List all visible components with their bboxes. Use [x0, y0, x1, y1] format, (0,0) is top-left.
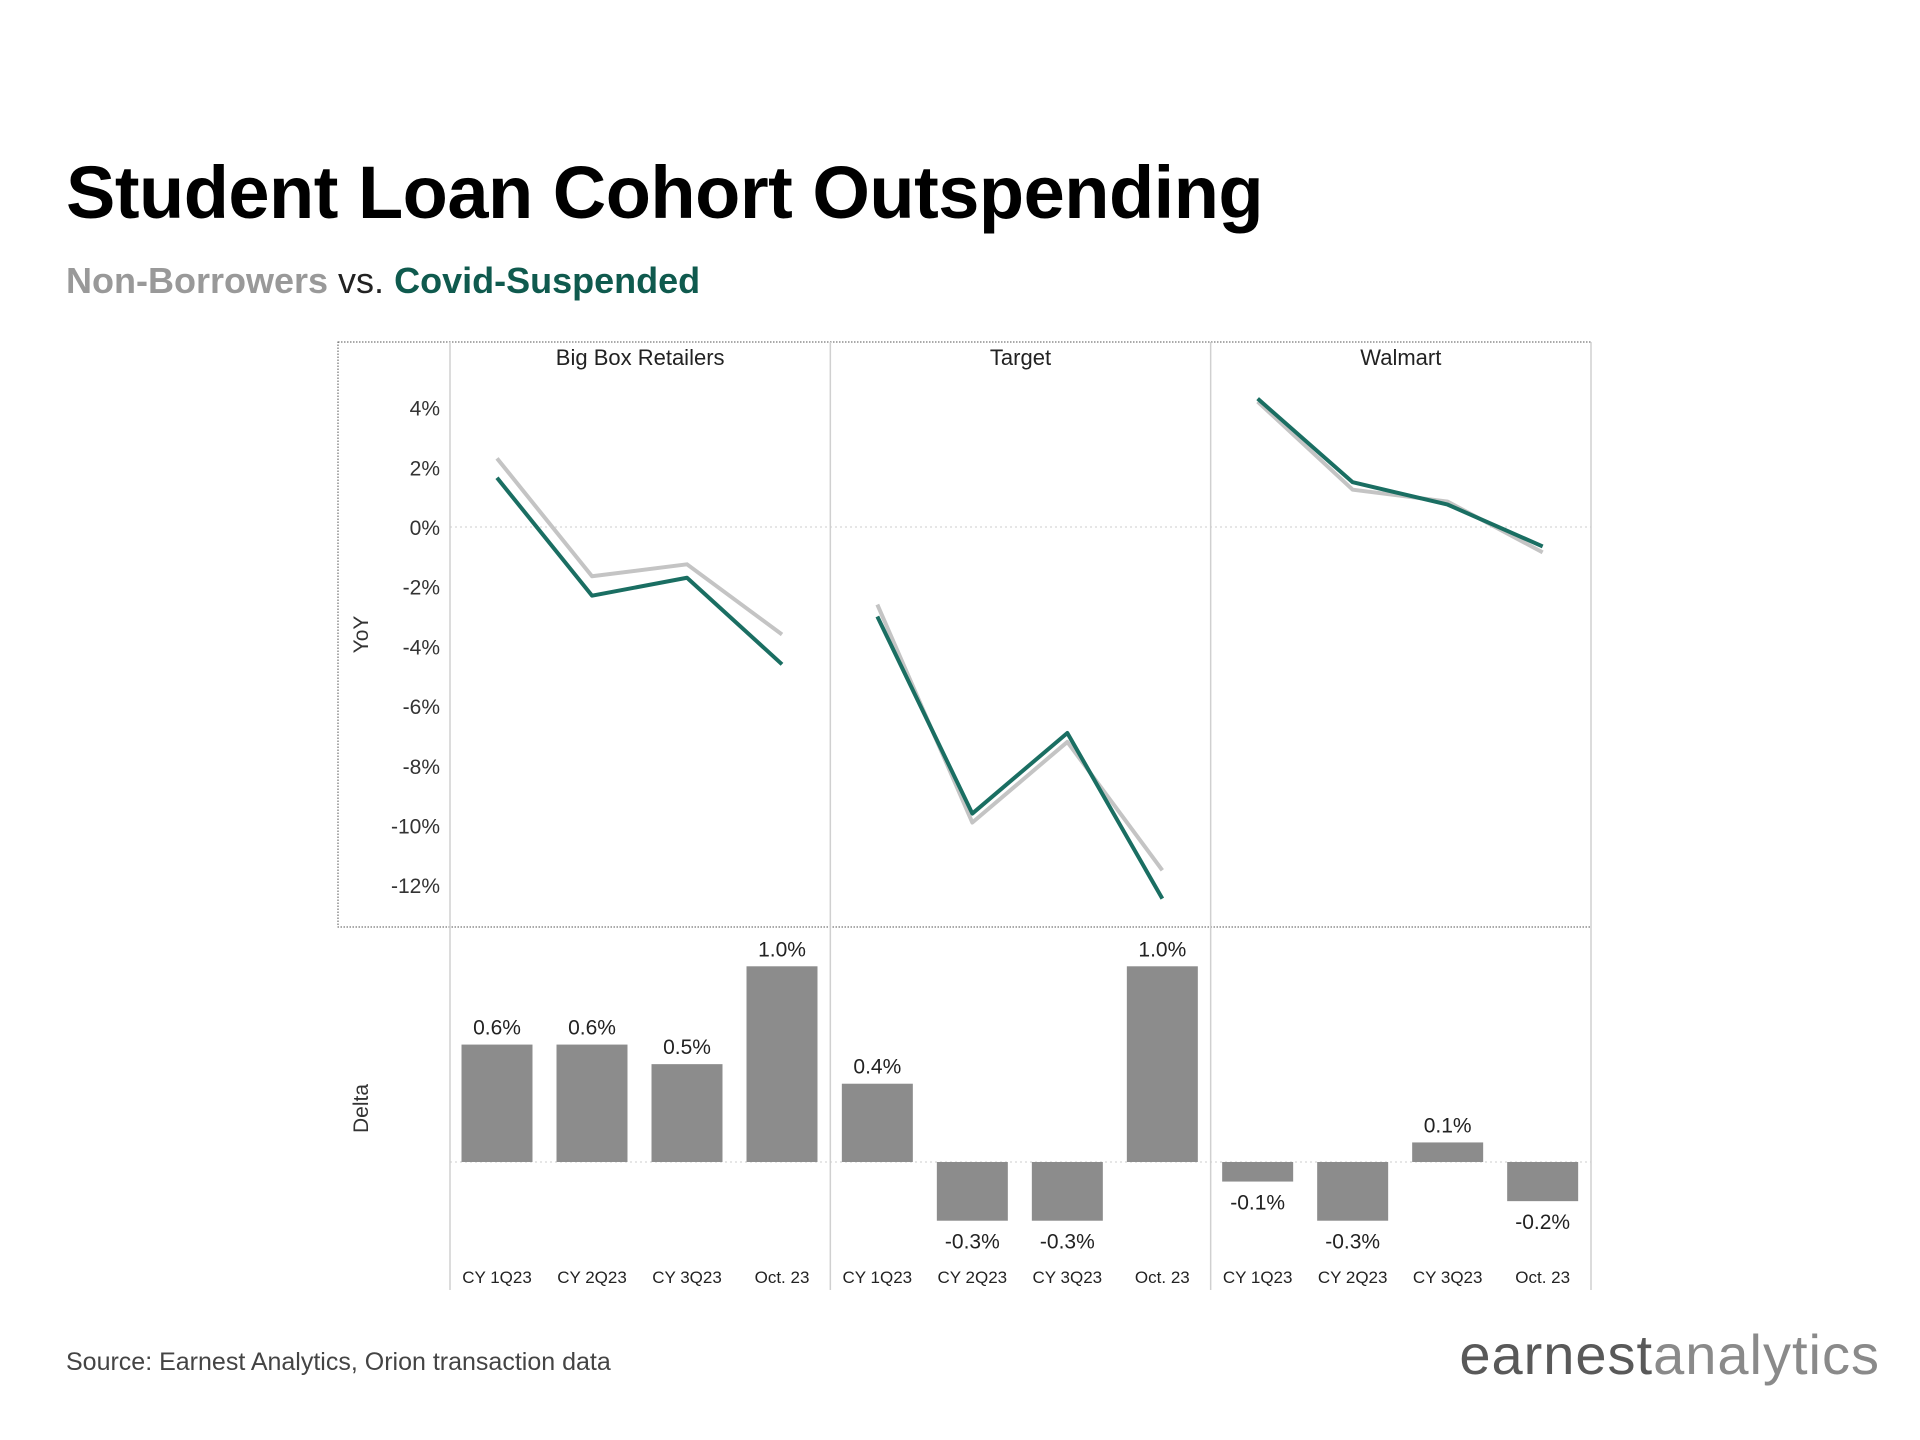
- line-non-borrowers: [495, 457, 784, 637]
- y-tick-label: -10%: [391, 816, 440, 839]
- delta-bar: [556, 1044, 628, 1162]
- y-axis-label-delta: Delta: [350, 1084, 373, 1133]
- delta-bar: [1317, 1162, 1389, 1221]
- line-chart-frame: [337, 341, 1592, 928]
- delta-bar: [1412, 1142, 1484, 1162]
- line-covid-suspended: [875, 615, 1165, 900]
- y-tick-label: -12%: [391, 875, 440, 898]
- delta-label: 0.1%: [1424, 1114, 1472, 1137]
- subtitle-covid-suspended: Covid-Suspended: [394, 260, 701, 301]
- delta-label: 1.0%: [758, 938, 806, 961]
- delta-bar: [651, 1064, 723, 1162]
- delta-label: 0.4%: [853, 1056, 901, 1079]
- x-tick-label: Oct. 23: [1515, 1268, 1570, 1287]
- delta-label: -0.1%: [1230, 1192, 1285, 1215]
- delta-label: 0.6%: [473, 1017, 521, 1040]
- x-tick-label: CY 2Q23: [938, 1268, 1008, 1287]
- delta-label: 1.0%: [1138, 938, 1186, 961]
- delta-label: -0.3%: [1040, 1231, 1095, 1254]
- delta-bar: [936, 1162, 1008, 1221]
- delta-label: -0.3%: [945, 1231, 1000, 1254]
- panel-title: Walmart: [1360, 345, 1441, 370]
- delta-label: 0.5%: [663, 1036, 711, 1059]
- y-tick-label: 0%: [410, 517, 440, 540]
- y-tick-label: -2%: [403, 577, 440, 600]
- y-tick-label: 2%: [410, 457, 440, 480]
- line-covid-suspended: [1256, 397, 1544, 549]
- y-tick-label: 4%: [410, 398, 440, 421]
- x-tick-label: CY 3Q23: [1033, 1268, 1103, 1287]
- subtitle: Non-Borrowers vs. Covid-Suspended: [66, 260, 700, 302]
- line-covid-suspended: [495, 476, 784, 666]
- y-axis-label-yoy: YoY: [350, 616, 373, 654]
- delta-bar: [841, 1083, 913, 1162]
- delta-bar: [1507, 1162, 1579, 1202]
- x-tick-label: CY 3Q23: [652, 1268, 722, 1287]
- y-tick-label: -6%: [403, 696, 440, 719]
- x-tick-label: CY 1Q23: [843, 1268, 913, 1287]
- earnest-analytics-logo: earnestanalytics: [1459, 1322, 1880, 1387]
- x-tick-label: Oct. 23: [1135, 1268, 1190, 1287]
- y-tick-label: -8%: [403, 756, 440, 779]
- delta-label: 0.6%: [568, 1017, 616, 1040]
- y-tick-label: -4%: [403, 636, 440, 659]
- source-note: Source: Earnest Analytics, Orion transac…: [66, 1348, 611, 1376]
- delta-label: -0.3%: [1325, 1231, 1380, 1254]
- panel-title: Target: [990, 345, 1051, 370]
- line-non-borrowers: [875, 603, 1164, 872]
- delta-bar: [1031, 1162, 1103, 1221]
- delta-bar: [1126, 966, 1198, 1162]
- x-tick-label: CY 2Q23: [1318, 1268, 1388, 1287]
- x-tick-label: CY 1Q23: [1223, 1268, 1293, 1287]
- x-tick-label: Oct. 23: [755, 1268, 810, 1287]
- logo-part-analytics: analytics: [1653, 1323, 1880, 1386]
- logo-part-earnest: earnest: [1459, 1323, 1654, 1386]
- subtitle-non-borrowers: Non-Borrowers: [66, 260, 329, 301]
- x-tick-label: CY 3Q23: [1413, 1268, 1483, 1287]
- page-title: Student Loan Cohort Outspending: [66, 151, 1264, 234]
- subtitle-vs: vs.: [338, 260, 385, 301]
- panel-title: Big Box Retailers: [556, 345, 725, 370]
- x-tick-label: CY 1Q23: [462, 1268, 532, 1287]
- delta-bar: [461, 1044, 533, 1162]
- delta-bar: [746, 966, 818, 1162]
- delta-bar: [1222, 1162, 1294, 1182]
- chart: 4% 2% 0% -2% -4% -6% -8% -10% -12% YoY Delta Big Bo…: [337, 341, 1592, 1290]
- x-tick-label: CY 2Q23: [557, 1268, 627, 1287]
- delta-label: -0.2%: [1515, 1211, 1570, 1234]
